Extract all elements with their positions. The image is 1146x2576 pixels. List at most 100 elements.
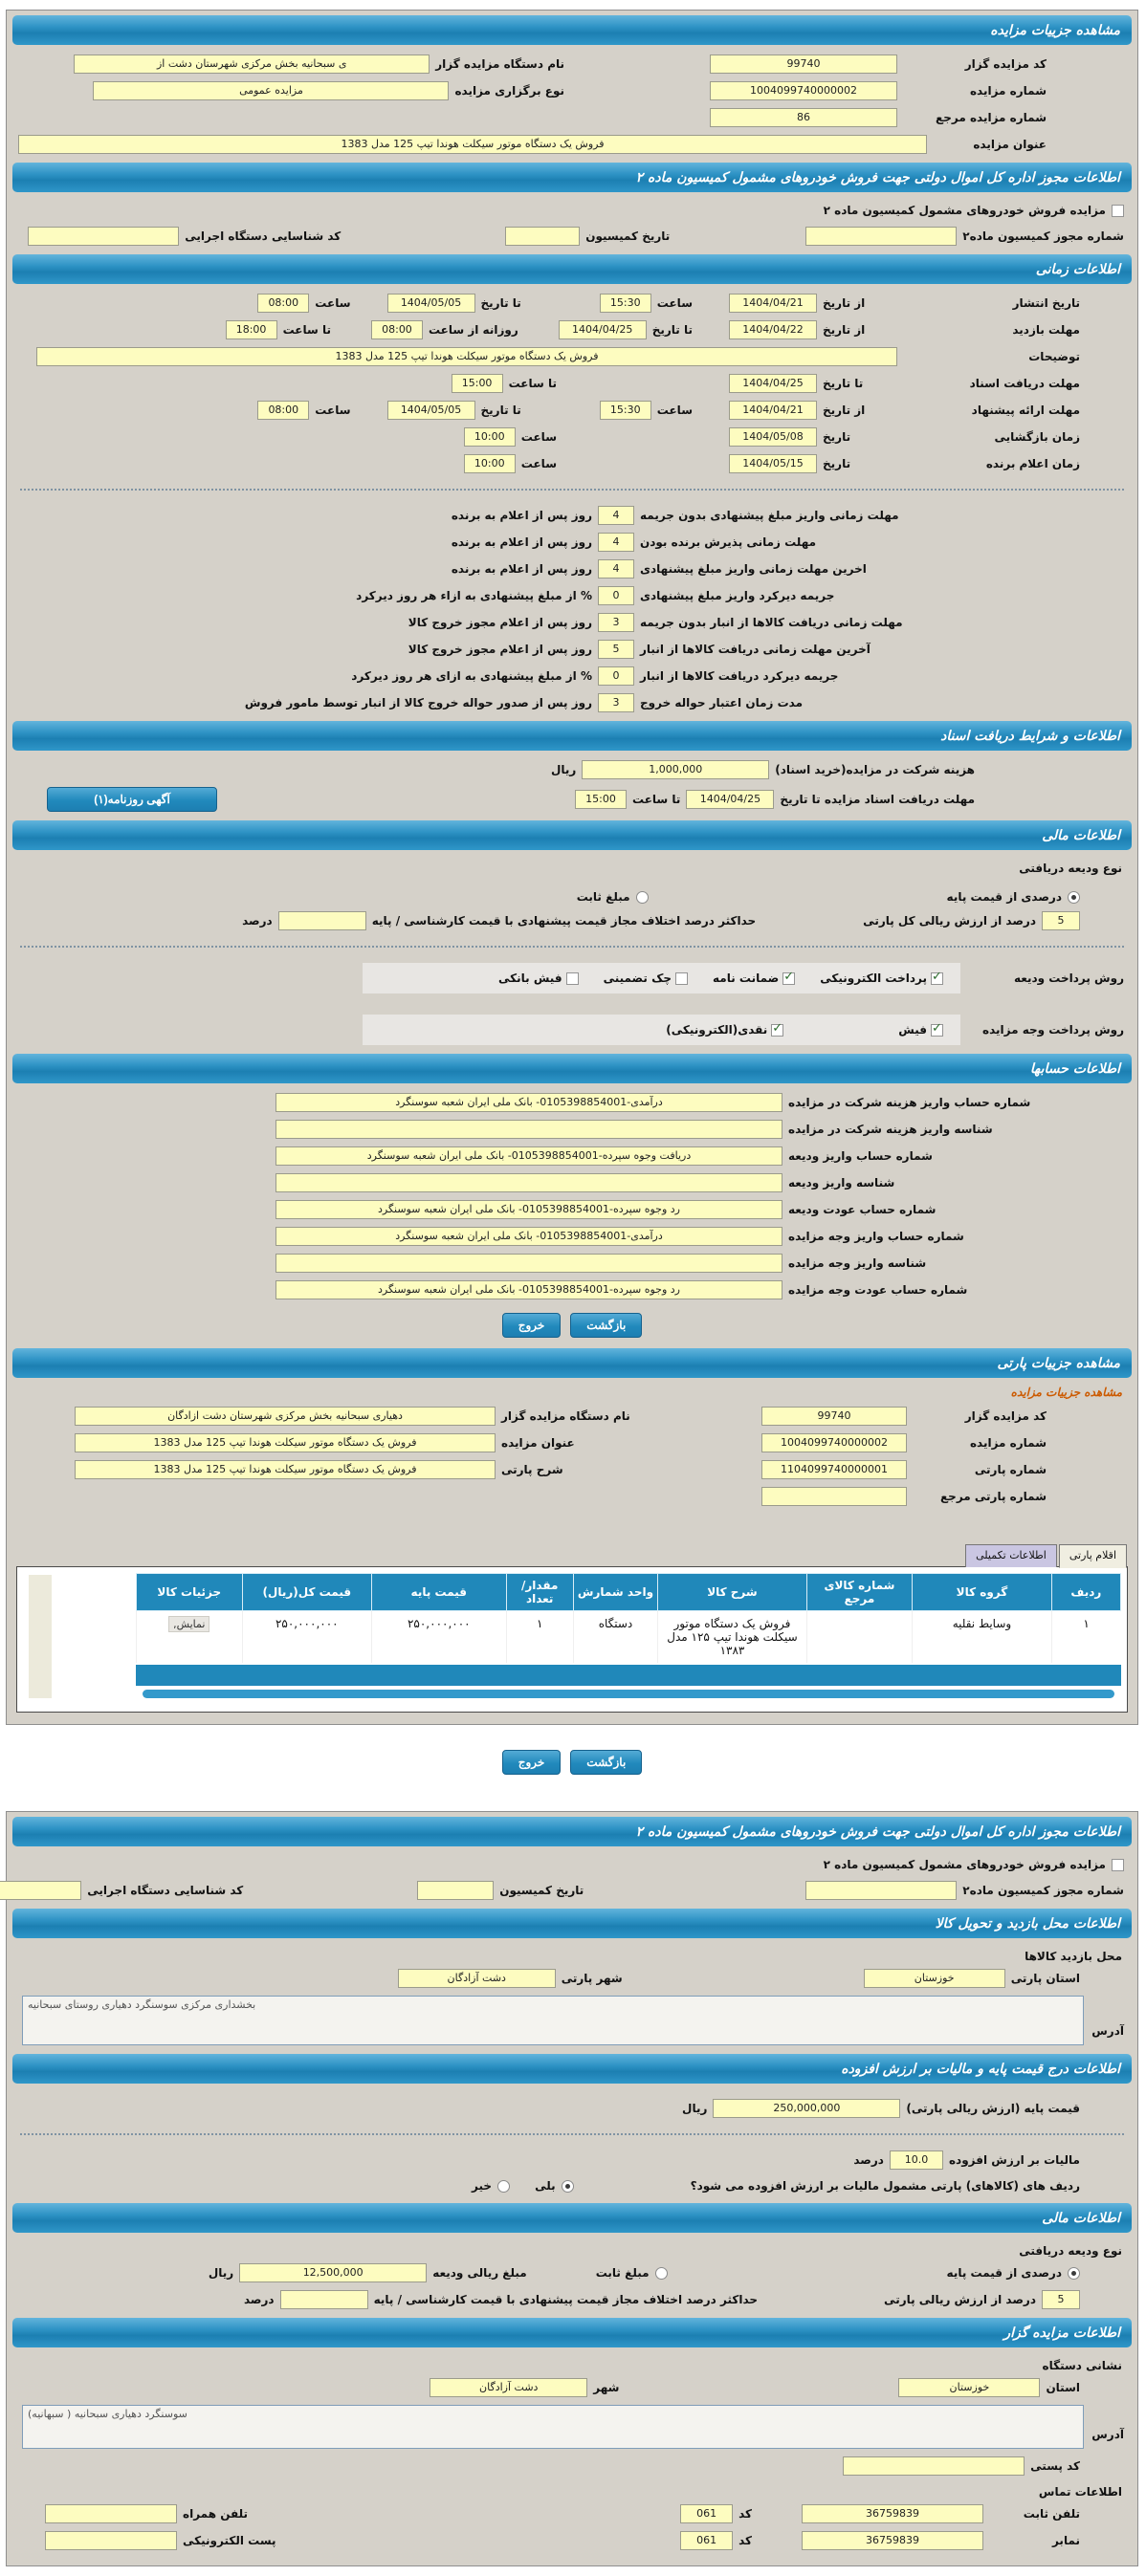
- deadline-value-input[interactable]: 4: [599, 533, 635, 552]
- party-org-input[interactable]: دهیاری سبحانیه بخش مرکزی شهرستان دشت ازا…: [76, 1407, 496, 1426]
- radio-vat-no[interactable]: [498, 2179, 512, 2193]
- auction-no-input[interactable]: 1004099740000002: [711, 81, 898, 100]
- newspaper-ad-button[interactable]: آگهی روزنامه(۱): [48, 787, 218, 812]
- party-ref-input[interactable]: [762, 1487, 908, 1506]
- radio-percent-of-base[interactable]: [1069, 2266, 1081, 2280]
- article2-checkbox[interactable]: [1113, 1858, 1125, 1871]
- docs-deadline-date-input[interactable]: 1404/04/25: [730, 374, 818, 393]
- publish-from-time-input[interactable]: 15:30: [600, 294, 652, 313]
- phone-code-input[interactable]: 061: [681, 2504, 735, 2523]
- deadline-value-input[interactable]: 4: [599, 559, 635, 579]
- auction-details-link[interactable]: مشاهده جزییات مزایده: [1011, 1386, 1123, 1399]
- back-button[interactable]: بازگشت: [571, 1313, 644, 1338]
- offer-to-date-input[interactable]: 1404/05/05: [387, 401, 476, 420]
- account-input[interactable]: [276, 1173, 783, 1192]
- publish-to-time-input[interactable]: 08:00: [258, 294, 311, 313]
- party-desc-input[interactable]: فروش یک دستگاه موتور سیکلت هوندا تیپ 125…: [76, 1460, 496, 1479]
- party-subject-input[interactable]: فروش یک دستگاه موتور سیکلت هوندا تیپ 125…: [76, 1433, 496, 1452]
- deadline-value-input[interactable]: 5: [599, 640, 635, 659]
- checkbox-guarantee-letter[interactable]: [783, 970, 797, 985]
- fax-input[interactable]: 36759839: [803, 2531, 984, 2550]
- auction-subject-input[interactable]: فروش یک دستگاه موتور سیکلت هوندا تیپ 125…: [19, 135, 928, 154]
- opening-time-input[interactable]: 10:00: [464, 427, 517, 447]
- fax-code-input[interactable]: 061: [681, 2531, 735, 2550]
- tab-additional-info[interactable]: اطلاعات تکمیلی: [966, 1544, 1058, 1567]
- commission-date-input[interactable]: [418, 1881, 496, 1900]
- article2-checkbox[interactable]: [1113, 204, 1125, 217]
- party-no-input[interactable]: 1104099740000001: [762, 1460, 908, 1479]
- visit-address-textarea[interactable]: بخشداری مرکزی سوسنگرد دهیاری روستای سبحا…: [23, 1996, 1086, 2045]
- visit-to-date-input[interactable]: 1404/04/25: [559, 320, 648, 339]
- table-scrollbar[interactable]: [143, 1690, 1115, 1698]
- auction-code-input[interactable]: 99740: [711, 55, 898, 74]
- docs-fee-input[interactable]: 1,000,000: [583, 760, 771, 779]
- account-input[interactable]: [276, 1120, 783, 1139]
- winner-time-input[interactable]: 10:00: [464, 454, 517, 473]
- vat-input[interactable]: 10.0: [890, 2150, 944, 2170]
- docs-deadline-time-input[interactable]: 15:00: [576, 790, 628, 809]
- offer-from-date-input[interactable]: 1404/04/21: [730, 401, 818, 420]
- email-input[interactable]: [46, 2531, 178, 2550]
- account-input[interactable]: رد وجوه سپرده-0105398854001- بانک ملی ای…: [276, 1280, 783, 1299]
- account-input[interactable]: درآمدی-0105398854001- بانک ملی ایران شعب…: [276, 1093, 783, 1112]
- permit-no-input[interactable]: [806, 1881, 959, 1900]
- publish-to-date-input[interactable]: 1404/05/05: [387, 294, 476, 313]
- docs-deadline-date-input[interactable]: 1404/04/25: [687, 790, 776, 809]
- deadline-value-input[interactable]: 0: [599, 586, 635, 605]
- maxdiff-input[interactable]: [280, 2290, 369, 2309]
- party-code-input[interactable]: 99740: [762, 1407, 908, 1426]
- show-details-link[interactable]: نمایش,: [169, 1616, 211, 1632]
- postal-code-input[interactable]: [844, 2456, 1026, 2476]
- visit-from-date-input[interactable]: 1404/04/22: [730, 320, 818, 339]
- radio-percent-of-base[interactable]: [1069, 890, 1081, 904]
- exec-code-input[interactable]: [0, 1881, 83, 1900]
- auction-ref-input[interactable]: 86: [711, 108, 898, 127]
- account-input[interactable]: [276, 1254, 783, 1273]
- checkbox-bank-slip[interactable]: [566, 971, 580, 985]
- opening-date-input[interactable]: 1404/05/08: [730, 427, 818, 447]
- checkbox-slip[interactable]: [932, 1021, 944, 1037]
- checkbox-cash-electronic[interactable]: [772, 1021, 785, 1037]
- back-button[interactable]: بازگشت: [571, 1750, 644, 1775]
- auction-type-input[interactable]: مزایده عمومی: [94, 81, 451, 100]
- account-input[interactable]: درآمدی-0105398854001- بانک ملی ایران شعب…: [276, 1227, 783, 1246]
- exit-button[interactable]: خروج: [502, 1313, 562, 1338]
- winner-date-input[interactable]: 1404/05/15: [730, 454, 818, 473]
- account-input[interactable]: رد وجوه سپرده-0105398854001- بانک ملی ای…: [276, 1200, 783, 1219]
- publish-from-date-input[interactable]: 1404/04/21: [730, 294, 818, 313]
- mobile-input[interactable]: [46, 2504, 178, 2523]
- base-price-input[interactable]: 250,000,000: [714, 2099, 902, 2118]
- exec-code-input[interactable]: [29, 227, 181, 246]
- checkbox-certified-cheque[interactable]: [676, 971, 690, 985]
- radio-fixed-amount[interactable]: [655, 2266, 669, 2280]
- org-city-input[interactable]: دشت آزادگان: [430, 2378, 589, 2397]
- description-input[interactable]: فروش یک دستگاه موتور سیکلت هوندا تیپ 125…: [37, 347, 898, 366]
- deadline-value-input[interactable]: 3: [599, 613, 635, 632]
- deadline-value-input[interactable]: 4: [599, 506, 635, 525]
- radio-vat-yes[interactable]: [562, 2179, 575, 2193]
- party-province-input[interactable]: خوزستان: [864, 1969, 1006, 1988]
- docs-deadline-time-input[interactable]: 15:00: [452, 374, 504, 393]
- deadline-value-input[interactable]: 0: [599, 666, 635, 686]
- maxdiff-input[interactable]: [278, 911, 367, 930]
- deposit-percent-input[interactable]: 5: [1043, 911, 1081, 930]
- visit-daily-to-time-input[interactable]: 18:00: [226, 320, 278, 339]
- visit-daily-from-time-input[interactable]: 08:00: [371, 320, 424, 339]
- exit-button[interactable]: خروج: [502, 1750, 562, 1775]
- radio-fixed-amount[interactable]: [636, 890, 650, 904]
- tab-party-items[interactable]: اقلام پارتی: [1059, 1544, 1128, 1568]
- org-province-input[interactable]: خوزستان: [899, 2378, 1042, 2397]
- phone-input[interactable]: 36759839: [803, 2504, 984, 2523]
- auction-org-input[interactable]: ی سبحانیه بخش مرکزی شهرستان دشت از: [75, 55, 431, 74]
- permit-no-input[interactable]: [806, 227, 959, 246]
- commission-date-input[interactable]: [506, 227, 582, 246]
- deposit-amount-input[interactable]: 12,500,000: [240, 2263, 429, 2282]
- checkbox-electronic-payment[interactable]: [932, 970, 944, 985]
- deadline-value-input[interactable]: 3: [599, 693, 635, 712]
- deposit-percent-input[interactable]: 5: [1043, 2290, 1081, 2309]
- account-input[interactable]: دریافت وجوه سپرده-0105398854001- بانک مل…: [276, 1146, 783, 1166]
- party-city-input[interactable]: دشت آزادگان: [398, 1969, 557, 1988]
- offer-to-time-input[interactable]: 08:00: [258, 401, 311, 420]
- org-address-textarea[interactable]: سوسنگرد دهیاری سبحانیه ( سبهانیه): [23, 2405, 1086, 2449]
- offer-from-time-input[interactable]: 15:30: [600, 401, 652, 420]
